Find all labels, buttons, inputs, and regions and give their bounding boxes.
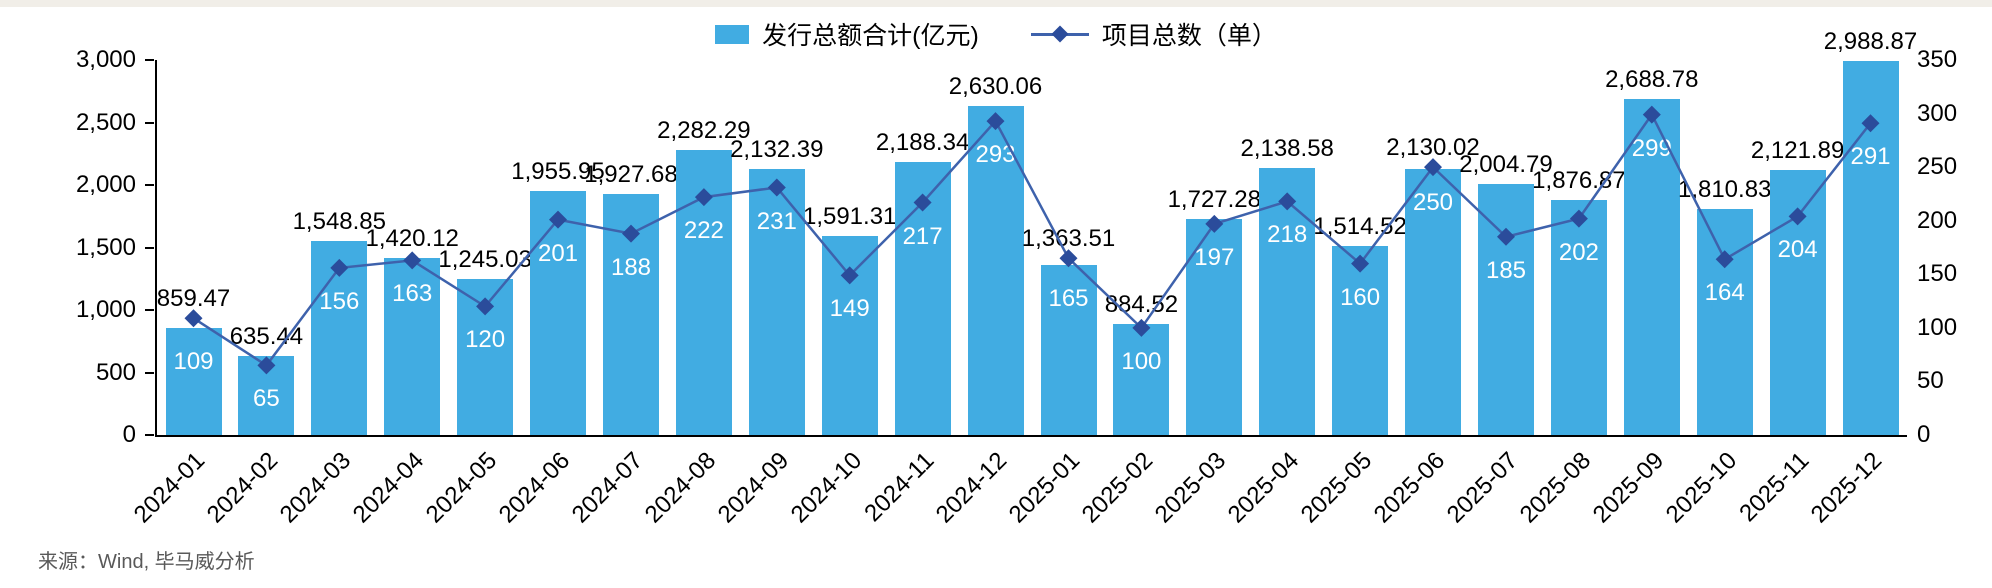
bar [1550,200,1607,435]
right-axis-tick-label: 300 [1917,99,1958,127]
left-axis-tick [145,434,154,436]
x-axis-label: 2025-06 [1368,447,1451,529]
left-axis-tick [145,184,154,186]
left-axis-tick [145,246,154,249]
right-axis-tick-label: 100 [1917,313,1958,341]
right-axis-tick-label: 200 [1917,206,1958,234]
line-value-label: 65 [253,385,280,413]
line-series-swatch-icon [1030,24,1089,44]
x-axis-label: 2024-06 [493,447,576,529]
bar [530,190,586,435]
x-axis-label: 2025-10 [1660,447,1742,529]
x-axis-label: 2024-01 [129,447,211,529]
line-value-label: 109 [173,347,214,375]
line-value-label: 291 [1850,143,1891,171]
bar [1478,184,1534,435]
line-value-label: 188 [610,253,652,281]
x-axis-label: 2025-01 [1004,447,1086,529]
right-axis-tick-label: 0 [1917,421,1931,448]
source-note: 来源：Wind, 毕马威分析 [38,551,255,573]
left-axis-tick [145,121,154,124]
line-value-label: 217 [902,222,943,250]
x-axis-label: 2025-11 [1734,447,1815,528]
left-axis-tick-label: 0 [122,421,136,448]
left-axis-tick-label: 2,500 [75,108,136,136]
line-value-label: 299 [1631,134,1672,162]
bar [311,241,368,435]
right-axis-tick-label: 50 [1917,367,1944,395]
legend: 发行总额合计(亿元) 项目总数（单） [0,16,1992,52]
x-axis-label: 2025-04 [1222,447,1305,529]
line-value-label: 250 [1412,188,1454,216]
bar-value-label: 2,988.87 [1823,28,1918,56]
x-axis-label: 2024-05 [420,447,503,529]
x-axis-label: 2024-02 [202,447,284,529]
top-strip [0,0,1992,7]
bar [1332,245,1389,435]
x-axis-label: 2025-03 [1150,447,1232,529]
diamond-marker-icon [1051,25,1069,43]
x-axis-label: 2025-02 [1077,447,1159,529]
line-value-label: 163 [392,280,433,308]
bar [1769,169,1826,435]
bar-series-swatch-icon [715,24,750,44]
x-axis-label: 2024-03 [275,447,357,529]
left-axis-tick-label: 1,500 [75,233,136,261]
x-axis-label: 2025-09 [1587,447,1669,529]
line-value-label: 202 [1558,238,1599,266]
line-value-label: 120 [465,326,506,354]
line-value-label: 164 [1704,279,1745,307]
x-axis-label: 2025-12 [1806,447,1888,529]
bar-value-label: 859.47 [156,285,231,313]
plot-area: 859.47 109 635.44 65 1,548.85 156 1,420.12 163 1… [155,28,1917,437]
x-axis-label: 2025-07 [1441,447,1524,529]
bar-value-label: 1,363.51 [1021,225,1116,253]
x-axis-label: 2025-05 [1295,447,1378,529]
line-value-label: 100 [1121,347,1162,375]
bar [894,161,951,435]
x-axis-label: 2024-10 [785,447,867,529]
bar-series-label: 发行总额合计(亿元) [762,22,979,50]
left-axis-tick [145,59,154,61]
x-axis-label: 2024-09 [712,447,794,529]
line-value-label: 293 [975,141,1016,169]
bar [457,279,514,435]
left-axis-tick-label: 500 [95,358,136,386]
x-axis-label: 2025-08 [1514,447,1596,529]
line-series-label: 项目总数（单） [1101,22,1277,50]
left-axis-tick-label: 2,000 [75,171,136,198]
right-axis-tick-label: 150 [1917,260,1958,288]
bar [1113,324,1170,435]
legend-item-bar-series: 发行总额合计(亿元) [715,16,979,52]
bar-value-label: 2,688.78 [1605,65,1699,93]
bar [821,236,878,435]
line-value-label: 160 [1340,283,1381,311]
line-value-label: 204 [1777,236,1818,264]
bar [1842,61,1899,435]
bar-value-label: 2,630.06 [948,73,1043,101]
x-axis-label: 2024-11 [859,447,940,528]
bar [675,149,732,435]
legend-item-line-series: 项目总数（单） [1030,16,1277,52]
x-axis-label: 2024-12 [931,447,1013,529]
x-axis-label: 2024-08 [639,447,721,529]
x-axis-label: 2024-04 [347,447,430,529]
x-axis-label: 2024-07 [566,447,649,529]
line-value-label: 149 [829,295,870,323]
